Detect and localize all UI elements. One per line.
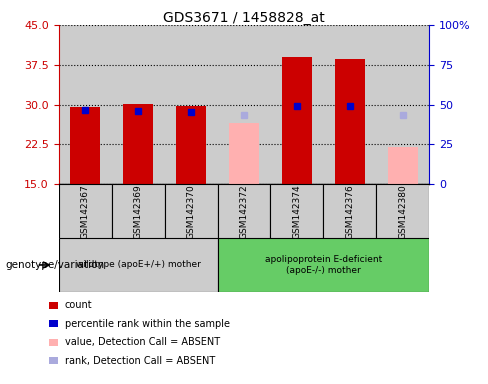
Text: GSM142367: GSM142367 [81, 184, 90, 238]
FancyBboxPatch shape [49, 357, 58, 364]
Bar [335, 60, 365, 184]
Bar [218, 25, 270, 184]
FancyBboxPatch shape [164, 184, 218, 238]
Bar [59, 25, 112, 184]
FancyBboxPatch shape [59, 184, 112, 238]
Text: GSM142376: GSM142376 [346, 184, 354, 238]
FancyBboxPatch shape [49, 320, 58, 327]
Text: percentile rank within the sample: percentile rank within the sample [65, 319, 230, 329]
Bar [70, 107, 100, 184]
FancyBboxPatch shape [49, 302, 58, 309]
Bar [112, 25, 164, 184]
Text: GSM142372: GSM142372 [240, 184, 248, 238]
FancyBboxPatch shape [218, 184, 270, 238]
FancyBboxPatch shape [324, 184, 376, 238]
FancyBboxPatch shape [49, 339, 58, 346]
Text: GSM142374: GSM142374 [292, 184, 302, 238]
Text: value, Detection Call = ABSENT: value, Detection Call = ABSENT [65, 337, 220, 347]
FancyBboxPatch shape [112, 184, 164, 238]
Text: rank, Detection Call = ABSENT: rank, Detection Call = ABSENT [65, 356, 215, 366]
Bar [324, 25, 376, 184]
Bar [123, 104, 153, 184]
Bar [283, 57, 311, 184]
FancyBboxPatch shape [270, 184, 324, 238]
FancyBboxPatch shape [218, 238, 429, 292]
Bar [229, 123, 259, 184]
Text: GSM142369: GSM142369 [134, 184, 142, 238]
Bar [388, 147, 418, 184]
Text: GSM142380: GSM142380 [398, 184, 407, 238]
Bar [164, 25, 218, 184]
FancyBboxPatch shape [59, 238, 218, 292]
FancyBboxPatch shape [376, 184, 429, 238]
Text: genotype/variation: genotype/variation [5, 260, 104, 270]
Text: count: count [65, 300, 93, 310]
Bar [177, 106, 205, 184]
Text: GDS3671 / 1458828_at: GDS3671 / 1458828_at [163, 11, 325, 25]
Text: GSM142370: GSM142370 [186, 184, 196, 238]
Text: wildtype (apoE+/+) mother: wildtype (apoE+/+) mother [76, 260, 201, 270]
Bar [376, 25, 429, 184]
Text: apolipoprotein E-deficient
(apoE-/-) mother: apolipoprotein E-deficient (apoE-/-) mot… [265, 255, 382, 275]
Bar [270, 25, 324, 184]
